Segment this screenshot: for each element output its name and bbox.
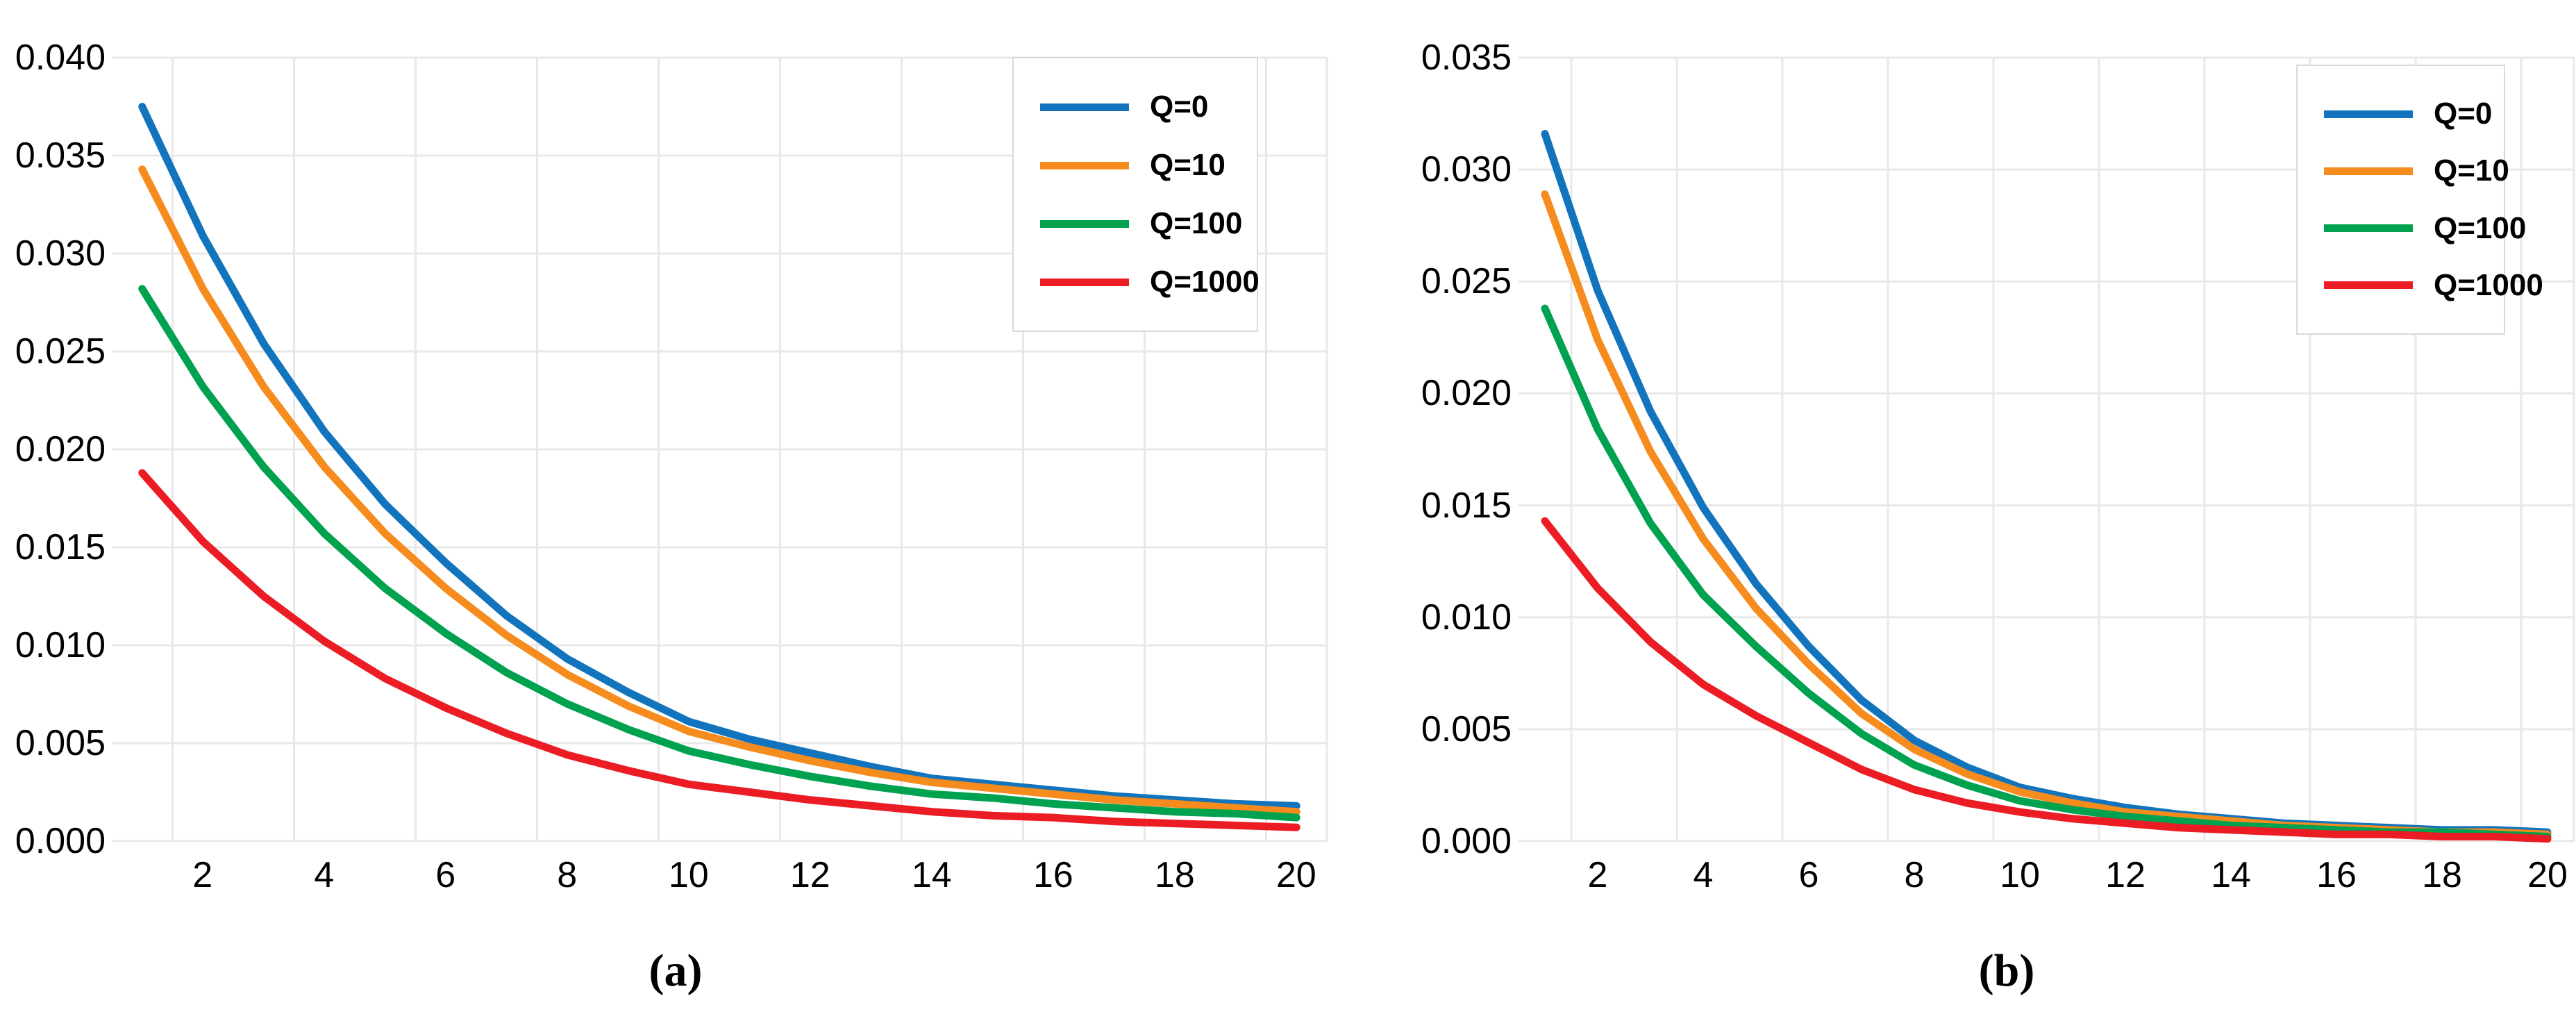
legend-swatch-icon bbox=[2324, 167, 2413, 175]
x-tick-label: 10 bbox=[2000, 855, 2040, 895]
y-tick-label: 0.030 bbox=[1421, 149, 1512, 190]
x-tick-label: 18 bbox=[1154, 855, 1195, 895]
y-tick-label: 0.035 bbox=[1421, 38, 1512, 78]
legend-swatch-icon bbox=[1040, 103, 1129, 111]
legend-label: Q=0 bbox=[2434, 97, 2493, 131]
y-tick-label: 0.025 bbox=[1421, 261, 1512, 302]
x-tick-label: 12 bbox=[2105, 855, 2146, 895]
x-tick-label: 14 bbox=[911, 855, 952, 895]
y-tick-label: 0.005 bbox=[1421, 708, 1512, 749]
series-line-q100 bbox=[137, 285, 1300, 822]
x-tick-label: 8 bbox=[557, 855, 578, 895]
x-tick-label: 16 bbox=[2316, 855, 2357, 895]
series-line-q0 bbox=[137, 103, 1300, 810]
y-tick-label: 0.015 bbox=[15, 527, 106, 567]
series-line-q100 bbox=[1541, 304, 2552, 841]
legend-item: Q=0 bbox=[1040, 90, 1243, 124]
x-tick-label: 6 bbox=[1798, 855, 1819, 895]
chart-a-plot-area bbox=[111, 56, 1328, 842]
legend-label: Q=100 bbox=[1150, 206, 1243, 240]
x-tick-label: 20 bbox=[1276, 855, 1316, 895]
series-line-q1000 bbox=[1541, 517, 2552, 843]
legend-item: Q=1000 bbox=[1040, 265, 1260, 299]
legend-swatch-icon bbox=[1040, 161, 1129, 169]
x-tick-label: 10 bbox=[668, 855, 709, 895]
y-tick-label: 0.040 bbox=[15, 38, 106, 78]
legend-item: Q=10 bbox=[2324, 153, 2509, 188]
y-tick-label: 0.000 bbox=[1421, 821, 1512, 861]
x-tick-label: 2 bbox=[1587, 855, 1608, 895]
legend-item: Q=1000 bbox=[2324, 268, 2543, 303]
legend-item: Q=100 bbox=[2324, 211, 2526, 246]
x-tick-label: 16 bbox=[1032, 855, 1073, 895]
x-tick-label: 8 bbox=[1904, 855, 1925, 895]
y-tick-label: 0.025 bbox=[15, 331, 106, 372]
x-tick-label: 20 bbox=[2527, 855, 2568, 895]
y-tick-label: 0.035 bbox=[15, 135, 106, 176]
x-tick-label: 2 bbox=[192, 855, 213, 895]
x-tick-label: 18 bbox=[2422, 855, 2462, 895]
legend-label: Q=1000 bbox=[1150, 265, 1260, 299]
y-tick-label: 0.010 bbox=[1421, 597, 1512, 638]
chart-b-plot-area bbox=[1519, 56, 2575, 843]
chart-b-legend: Q=0 Q=10 Q=100 Q=1000 bbox=[2296, 65, 2543, 335]
y-tick-label: 0.005 bbox=[15, 723, 106, 763]
legend-label: Q=100 bbox=[2434, 210, 2527, 245]
x-tick-label: 4 bbox=[1693, 855, 1714, 895]
legend-swatch-icon bbox=[2324, 281, 2413, 290]
legend-swatch-icon bbox=[1040, 219, 1129, 228]
legend-label: Q=1000 bbox=[2434, 267, 2543, 302]
x-tick-label: 12 bbox=[789, 855, 830, 895]
y-tick-label: 0.010 bbox=[15, 625, 106, 665]
legend-label: Q=10 bbox=[2434, 153, 2509, 188]
y-tick-label: 0.030 bbox=[15, 233, 106, 274]
legend-item: Q=100 bbox=[1040, 206, 1243, 241]
y-tick-label: 0.015 bbox=[1421, 485, 1512, 526]
chart-a-caption: (a) bbox=[649, 945, 703, 996]
legend-label: Q=10 bbox=[1150, 148, 1226, 182]
y-tick-label: 0.020 bbox=[1421, 373, 1512, 414]
legend-label: Q=0 bbox=[1150, 90, 1209, 124]
chart-a-legend: Q=0 Q=10 Q=100 Q=1000 bbox=[1012, 57, 1260, 332]
x-tick-label: 6 bbox=[435, 855, 456, 895]
chart-b-caption: (b) bbox=[1978, 945, 2035, 996]
legend-swatch-icon bbox=[2324, 110, 2413, 118]
legend-item: Q=10 bbox=[1040, 148, 1243, 183]
y-tick-label: 0.020 bbox=[15, 429, 106, 470]
series-line-q10 bbox=[137, 165, 1300, 816]
x-tick-label: 14 bbox=[2211, 855, 2251, 895]
y-tick-label: 0.000 bbox=[15, 821, 106, 861]
legend-swatch-icon bbox=[2324, 224, 2413, 233]
series-line-q1000 bbox=[137, 469, 1300, 831]
legend-item: Q=0 bbox=[2324, 97, 2493, 131]
x-tick-label: 4 bbox=[314, 855, 335, 895]
legend-swatch-icon bbox=[1040, 278, 1129, 286]
